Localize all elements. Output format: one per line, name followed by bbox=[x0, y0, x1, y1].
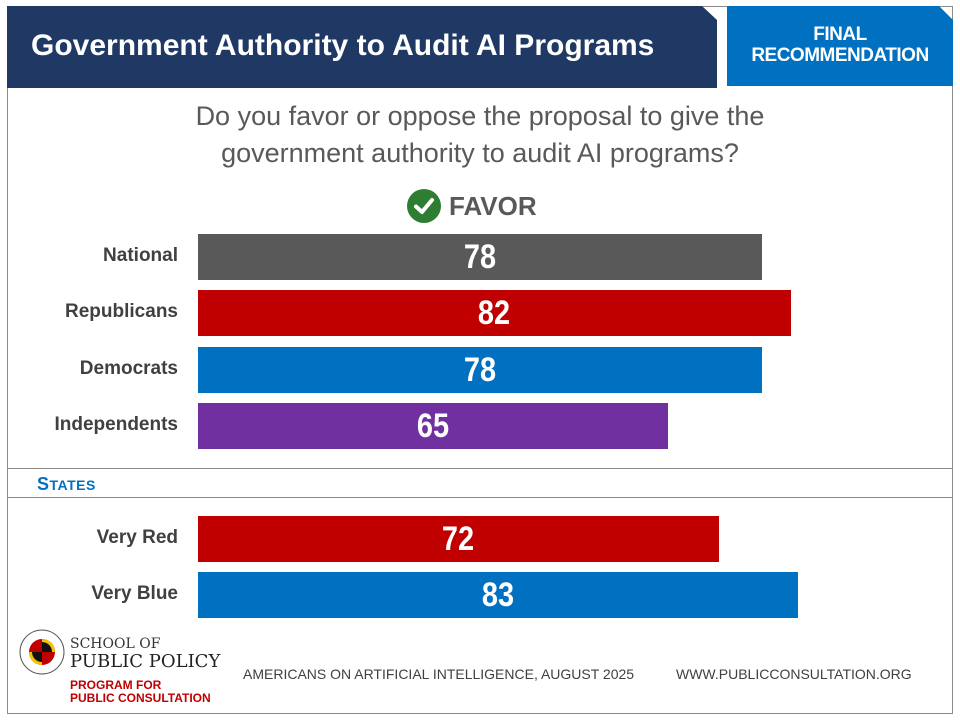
school-of-public-policy-logo: SCHOOL OF PUBLIC POLICY bbox=[70, 636, 220, 672]
bar-label-national: National bbox=[103, 245, 178, 266]
bar-value-independents: 65 bbox=[416, 407, 450, 445]
favor-label: FAVOR bbox=[449, 190, 537, 221]
bar-value-national: 78 bbox=[463, 238, 497, 276]
check-circle-icon bbox=[407, 189, 441, 223]
program-for-public-consultation: PROGRAM FOR PUBLIC CONSULTATION bbox=[70, 679, 211, 705]
bar-value-republicans: 82 bbox=[478, 294, 511, 332]
footer-website-link[interactable]: WWW.PUBLICCONSULTATION.ORG bbox=[676, 666, 912, 682]
final-recommendation-badge: FINAL RECOMMENDATION bbox=[727, 6, 953, 86]
bar-independents bbox=[198, 403, 668, 449]
logo-school-line: SCHOOL OF bbox=[70, 636, 161, 652]
university-seal-logo bbox=[19, 629, 65, 675]
program-line-1: PROGRAM FOR bbox=[70, 678, 162, 692]
program-line-2: PUBLIC CONSULTATION bbox=[70, 691, 211, 705]
bar-very-blue bbox=[198, 572, 799, 618]
bar-label-republicans: Republicans bbox=[65, 301, 178, 322]
favor-legend: FAVOR bbox=[407, 188, 537, 224]
title-banner bbox=[7, 6, 717, 88]
badge-line-2: RECOMMENDATION bbox=[751, 45, 929, 66]
bar-label-very-red: Very Red bbox=[96, 527, 178, 548]
question-line-2: government authority to audit AI program… bbox=[221, 138, 739, 168]
bar-value-democrats: 78 bbox=[463, 351, 497, 389]
footer-survey-source: AMERICANS ON ARTIFICIAL INTELLIGENCE, AU… bbox=[243, 666, 635, 682]
logo-policy-line: PUBLIC POLICY bbox=[70, 651, 221, 672]
bar-very-red bbox=[198, 516, 719, 562]
bar-label-very-blue: Very Blue bbox=[91, 583, 178, 604]
page-title: Government Authority to Audit AI Program… bbox=[31, 29, 655, 62]
bar-label-independents: Independents bbox=[54, 414, 178, 435]
states-divider-band bbox=[7, 468, 953, 498]
states-label-rest: TATES bbox=[49, 477, 96, 493]
badge-line-1: FINAL bbox=[813, 24, 867, 45]
states-label-initial: S bbox=[37, 474, 50, 494]
bar-value-very-blue: 83 bbox=[481, 576, 515, 614]
survey-question: Do you favor or oppose the proposal to g… bbox=[160, 98, 800, 172]
bar-democrats bbox=[198, 347, 762, 393]
bar-value-very-red: 72 bbox=[442, 520, 475, 558]
bar-national bbox=[198, 234, 762, 280]
states-section-label: STATES bbox=[37, 474, 96, 495]
bar-label-democrats: Democrats bbox=[79, 358, 178, 379]
question-line-1: Do you favor or oppose the proposal to g… bbox=[195, 101, 765, 131]
bar-republicans bbox=[198, 290, 791, 336]
